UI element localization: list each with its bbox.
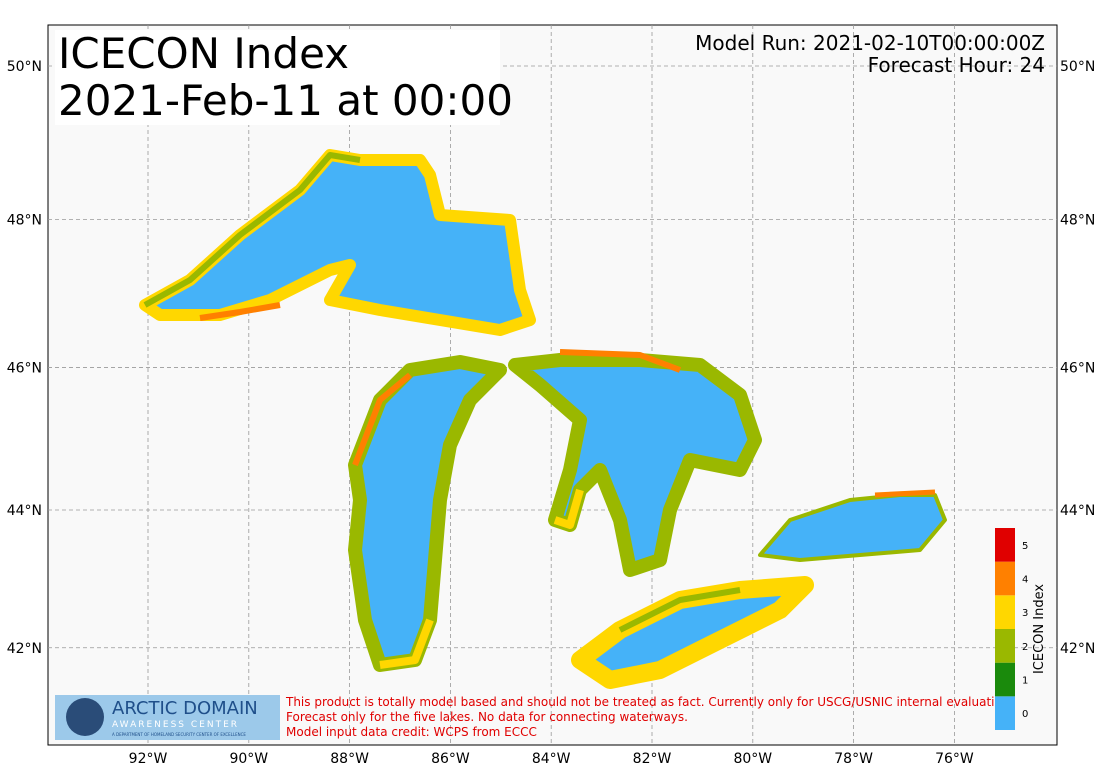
colorbar-bin	[995, 595, 1015, 629]
shore-band	[618, 587, 741, 633]
subtitle: 2021-Feb-11 at 00:00	[58, 76, 513, 125]
logo-text: AWARENESS CENTER	[112, 720, 239, 730]
logo-text: A DEPARTMENT OF HOMELAND SECURITY CENTER…	[112, 732, 246, 737]
colorbar-label: ICECON Index	[1032, 584, 1047, 674]
lon-tick-label: 80°W	[733, 751, 772, 767]
disclaimer-line: Forecast only for the five lakes. No dat…	[286, 710, 688, 724]
lon-tick-label: 90°W	[229, 751, 268, 767]
lake-michigan	[348, 355, 507, 672]
disclaimer-line: Model input data credit: WCPS from ECCC	[286, 725, 537, 739]
shore-band	[874, 489, 936, 498]
shore-band	[553, 488, 584, 529]
shore-band	[379, 618, 434, 669]
logo-globe	[66, 698, 104, 736]
colorbar-bin	[995, 696, 1015, 730]
lat-tick-label: 46°N	[1060, 360, 1095, 376]
logo: ARCTIC DOMAIN AWARENESS CENTER A DEPARTM…	[55, 695, 280, 740]
lon-tick-label: 88°W	[330, 751, 369, 767]
lake-huron	[508, 353, 762, 577]
colorbar-tick-label: 0	[1022, 709, 1028, 720]
colorbar-bin	[995, 528, 1015, 562]
lat-tick-label: 44°N	[1060, 503, 1095, 519]
model-run: Model Run: 2021-02-10T00:00:00Z	[695, 31, 1045, 55]
disclaimer-line: This product is totally model based and …	[285, 695, 1013, 709]
lon-tick-label: 86°W	[431, 751, 470, 767]
lon-tick-label: 82°W	[633, 751, 672, 767]
lat-tick-label: 44°N	[7, 503, 42, 519]
lon-tick-label: 78°W	[834, 751, 873, 767]
lon-tick-label: 76°W	[935, 751, 974, 767]
lat-tick-label: 50°N	[1060, 59, 1095, 75]
lon-tick-label: 92°W	[129, 751, 168, 767]
lat-tick-label: 48°N	[7, 213, 42, 229]
colorbar: 0 1 2 3 4 5 ICECON Index	[995, 528, 1047, 730]
colorbar-tick-label: 3	[1022, 608, 1028, 619]
lat-tick-label: 42°N	[1060, 641, 1095, 657]
colorbar-tick-label: 4	[1022, 575, 1028, 586]
title-box	[55, 30, 500, 125]
colorbar-tick-label: 1	[1022, 676, 1028, 687]
shore-band	[143, 152, 361, 308]
lon-tick-label: 84°W	[532, 751, 571, 767]
shore-band	[559, 349, 682, 373]
colorbar-bin	[995, 561, 1015, 596]
lat-tick-label: 50°N	[7, 59, 42, 75]
lat-tick-label: 48°N	[1060, 213, 1095, 229]
title: ICECON Index	[58, 29, 349, 78]
shore-band	[199, 302, 281, 321]
lakes	[139, 149, 947, 689]
colorbar-tick-label: 2	[1022, 642, 1028, 653]
disclaimer: This product is totally model based and …	[285, 695, 1013, 739]
lake-ontario	[758, 493, 947, 562]
lat-tick-label: 46°N	[7, 360, 42, 376]
logo-text: ARCTIC DOMAIN	[112, 698, 258, 719]
colorbar-bin	[995, 662, 1015, 697]
colorbar-tick-label: 5	[1022, 541, 1028, 552]
shore-band	[352, 372, 412, 467]
lat-tick-label: 42°N	[7, 641, 42, 657]
forecast-hour: Forecast Hour: 24	[868, 53, 1045, 77]
colorbar-bin	[995, 629, 1015, 663]
